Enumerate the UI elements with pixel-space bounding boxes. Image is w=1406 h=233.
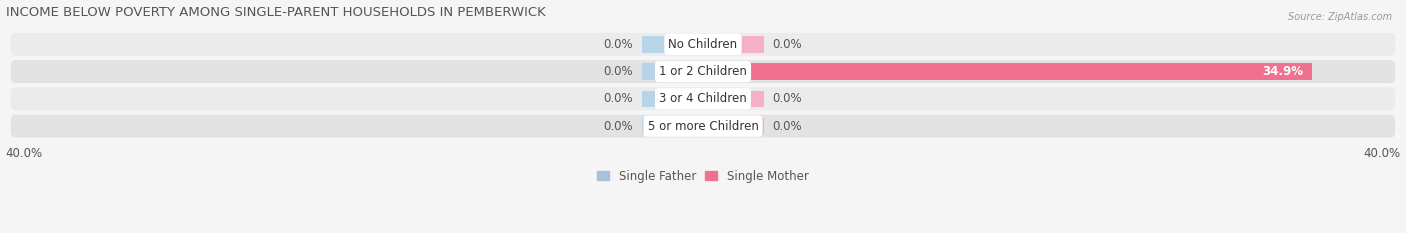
Text: 0.0%: 0.0% — [603, 65, 633, 78]
FancyBboxPatch shape — [11, 33, 1395, 56]
Text: 0.0%: 0.0% — [773, 38, 803, 51]
Bar — [703, 63, 1312, 80]
Bar — [643, 36, 703, 52]
Legend: Single Father, Single Mother: Single Father, Single Mother — [593, 165, 813, 187]
Text: 0.0%: 0.0% — [603, 120, 633, 133]
Bar — [703, 36, 763, 52]
FancyBboxPatch shape — [11, 60, 1395, 83]
Text: INCOME BELOW POVERTY AMONG SINGLE-PARENT HOUSEHOLDS IN PEMBERWICK: INCOME BELOW POVERTY AMONG SINGLE-PARENT… — [6, 6, 546, 19]
Text: 40.0%: 40.0% — [6, 147, 42, 160]
Bar — [643, 91, 703, 107]
Bar — [643, 118, 703, 134]
Text: 40.0%: 40.0% — [1364, 147, 1400, 160]
Text: 3 or 4 Children: 3 or 4 Children — [659, 92, 747, 105]
Text: 0.0%: 0.0% — [603, 38, 633, 51]
Text: 1 or 2 Children: 1 or 2 Children — [659, 65, 747, 78]
FancyBboxPatch shape — [11, 87, 1395, 110]
Text: 0.0%: 0.0% — [773, 120, 803, 133]
Text: 0.0%: 0.0% — [603, 92, 633, 105]
Bar — [643, 63, 703, 80]
Text: 0.0%: 0.0% — [773, 92, 803, 105]
Text: 5 or more Children: 5 or more Children — [648, 120, 758, 133]
FancyBboxPatch shape — [11, 115, 1395, 137]
Text: No Children: No Children — [668, 38, 738, 51]
Text: 34.9%: 34.9% — [1261, 65, 1303, 78]
Text: Source: ZipAtlas.com: Source: ZipAtlas.com — [1288, 12, 1392, 22]
Bar — [703, 118, 763, 134]
Bar — [703, 91, 763, 107]
